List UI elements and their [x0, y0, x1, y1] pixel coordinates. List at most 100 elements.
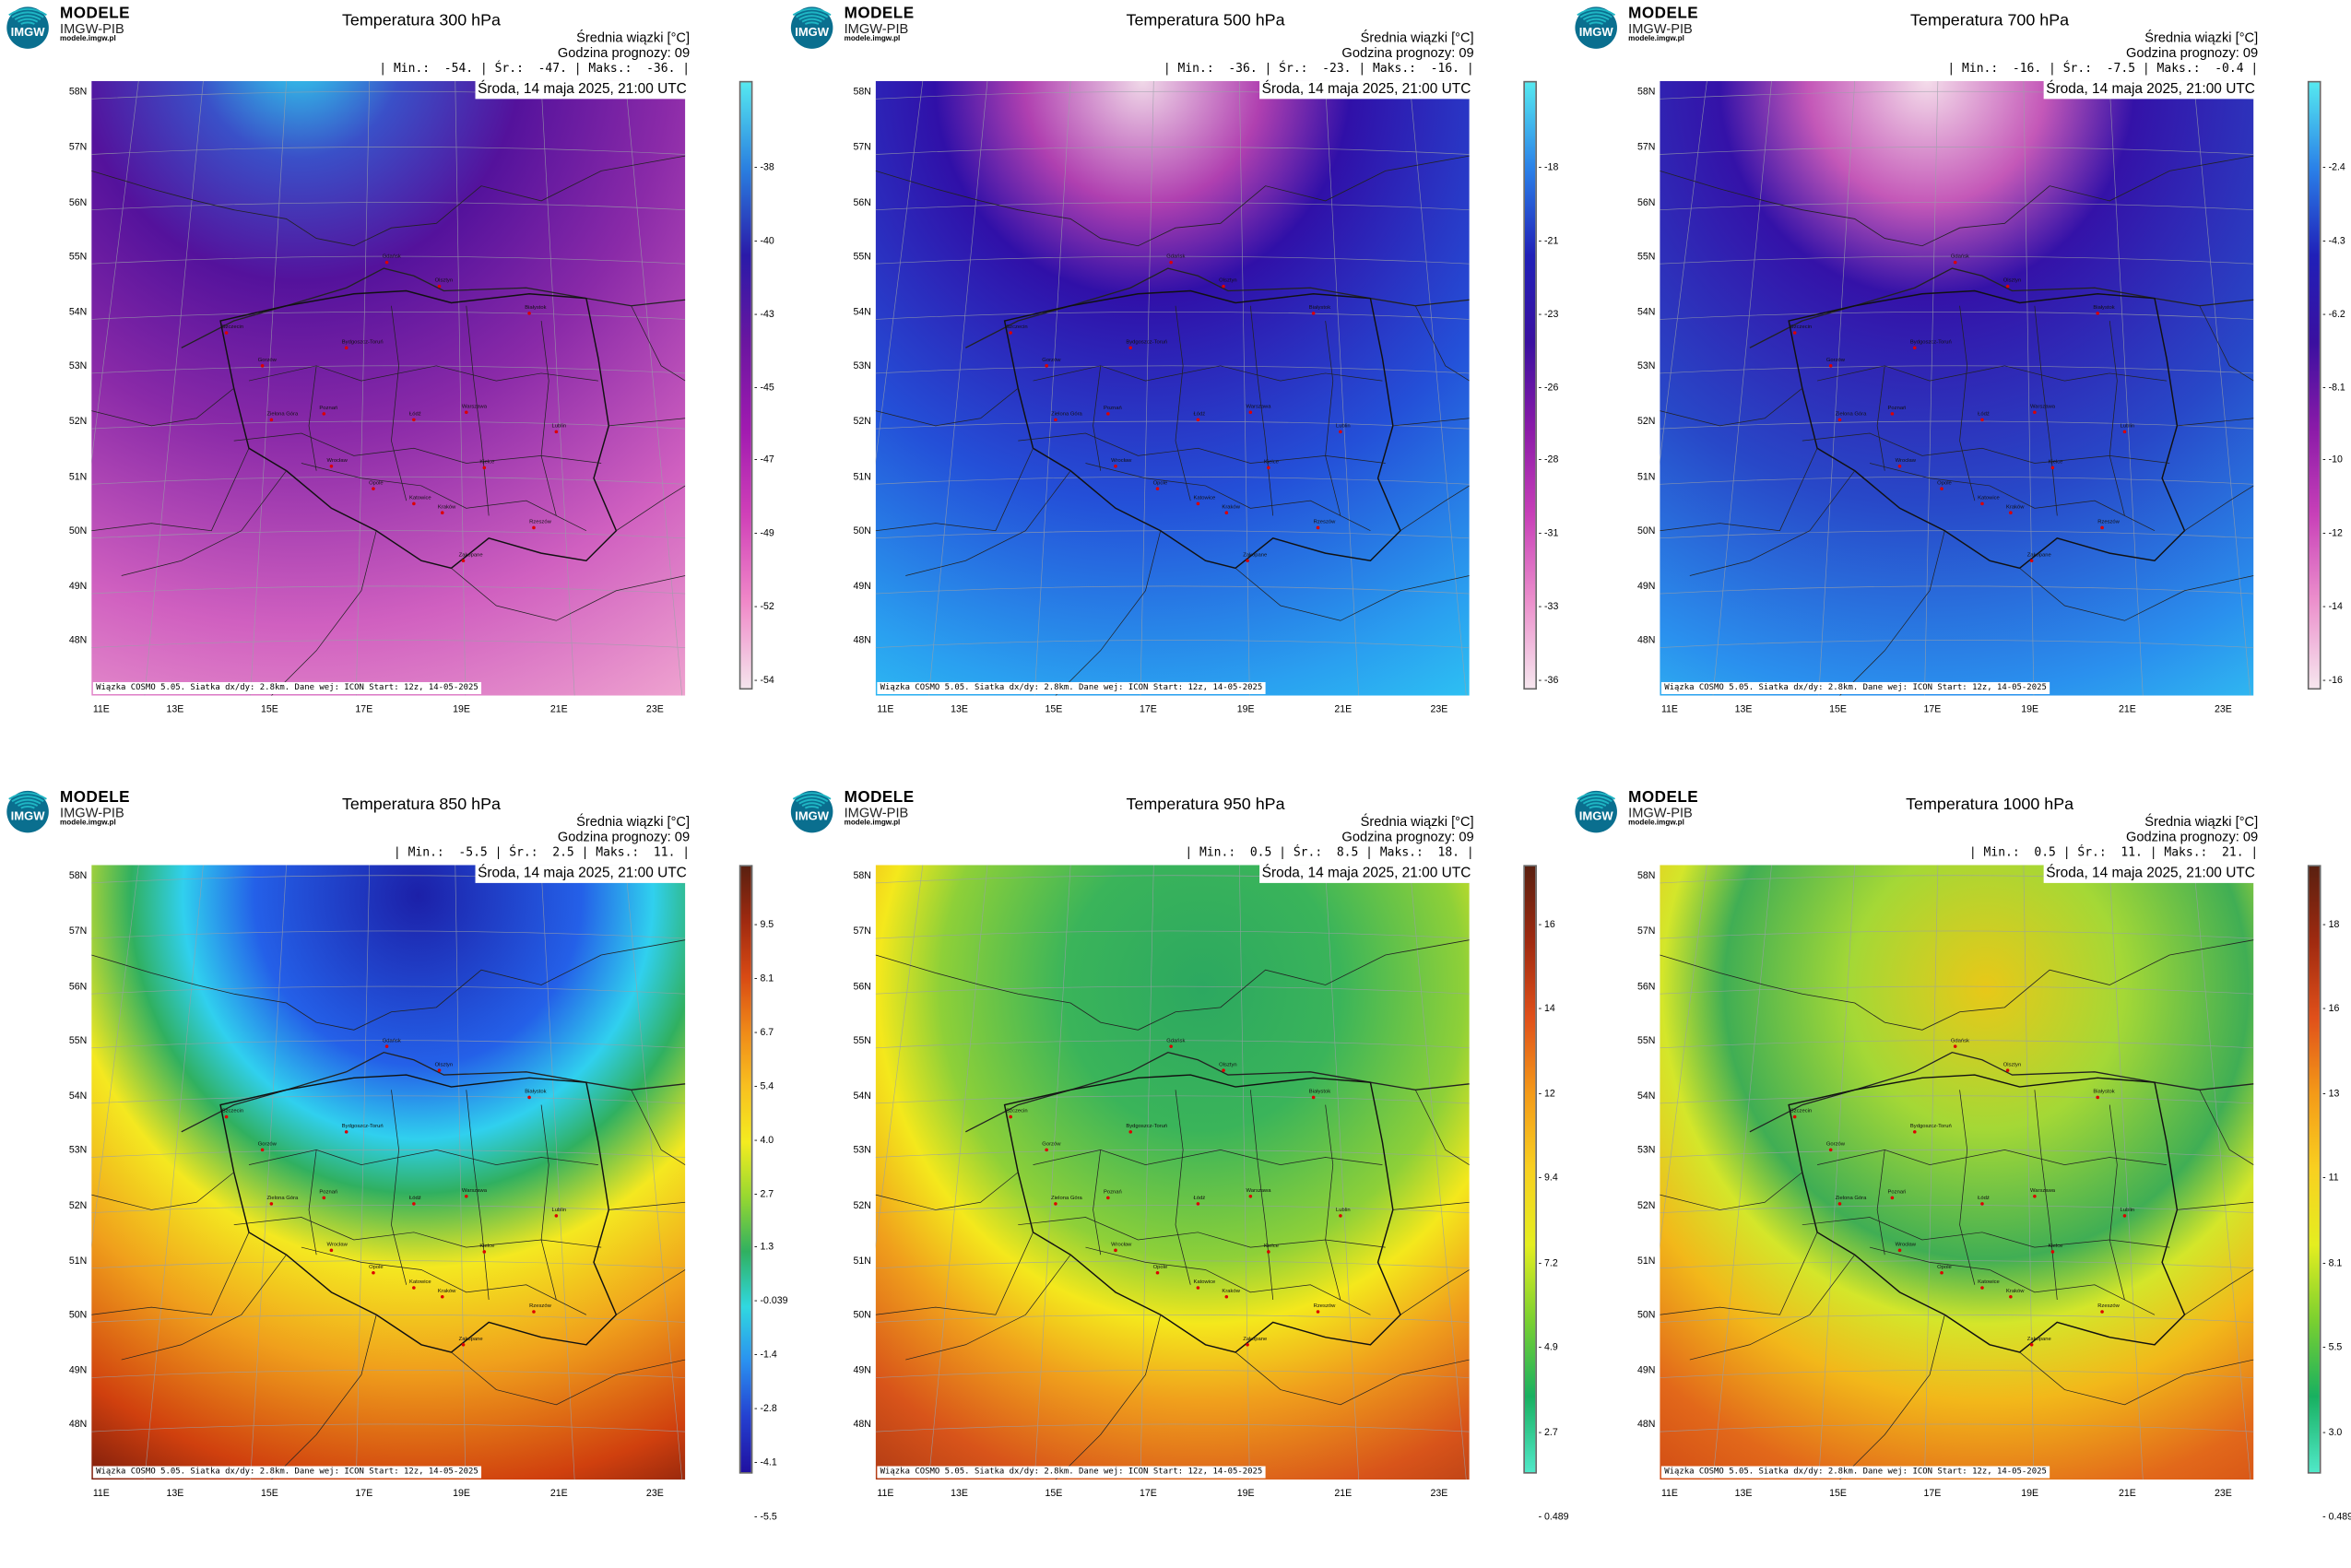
latitude-labels: 58N 57N 56N 55N 54N 53N 52N 51N 50N 49N 48N — [60, 865, 90, 1480]
colorbar-ticks: - -2.4 - -4.3 - -6.2 - -8.1 - -10 - -12 - -14 -… — [2322, 81, 2351, 687]
city-label: Gdańsk — [1951, 1038, 1969, 1043]
city-dot — [1897, 464, 1902, 468]
city-dot — [2122, 1214, 2127, 1218]
latitude-label: 50N — [68, 525, 88, 537]
model-info-footer: Wiązka COSMO 5.05. Siatka dx/dy: 2.8km. … — [877, 1466, 1266, 1479]
brand-institute: IMGW-PIB — [60, 805, 124, 820]
colorbar-tick-label: - -18 — [1538, 162, 1559, 173]
city-dot — [412, 418, 416, 422]
voivodeship-borders — [1802, 305, 2170, 532]
colorbar-tick-label: - 2.7 — [1538, 1427, 1558, 1438]
city-dot — [1980, 1286, 1984, 1290]
imgw-logo-icon: IMGW — [790, 790, 833, 833]
temperature-map: Gdańsk Olsztyn Białystok Szczecin Bydgoszcz-… — [91, 865, 691, 1480]
colorbar-tick-label: - -6.2 — [2322, 309, 2345, 320]
city-markers: Gdańsk Olsztyn Białystok Szczecin Bydgoszcz-… — [222, 254, 566, 563]
city-dot — [1339, 1214, 1342, 1218]
colorbar-tick-label: - -49 — [754, 528, 774, 540]
latitude-label: 52N — [1637, 1200, 1656, 1212]
poland-border — [219, 1074, 618, 1353]
colorbar-ticks: - 16 - 14 - 12 - 9.4 - 7.2 - 4.9 - 2.7 - 0.489 — [1538, 865, 1569, 1523]
country-borders — [875, 305, 1470, 696]
city-label: Poznań — [319, 406, 337, 411]
city-dot — [461, 559, 466, 563]
city-dot — [1155, 487, 1160, 490]
city-label: Szczecin — [1790, 324, 1812, 330]
poland-border — [1788, 1074, 2186, 1353]
city-dot — [2029, 559, 2034, 563]
city-label: Zielona Góra — [1836, 1196, 1868, 1201]
forecast-hour: Godzina prognozy: 09 — [557, 44, 691, 61]
baltic-coastline — [1749, 1051, 2254, 1133]
city-dot — [1953, 1044, 1957, 1048]
city-dot — [1890, 412, 1895, 416]
longitude-label: 15E — [260, 1488, 278, 1500]
colorbar-tick-label: - 4.0 — [754, 1135, 774, 1146]
baltic-coastline — [181, 267, 686, 348]
colorbar-tick-label: - 9.4 — [1538, 1173, 1558, 1185]
city-label: Łódź — [409, 1196, 421, 1201]
latitude-label: 55N — [1637, 1035, 1656, 1047]
brand-url: modele.imgw.pl — [60, 35, 116, 44]
city-dot — [464, 410, 468, 415]
city-label: Kraków — [1222, 1289, 1240, 1294]
colorbar-tick-label: - 5.4 — [754, 1080, 774, 1092]
brand-block: MODELE IMGW-PIB modele.imgw.pl — [1628, 6, 1698, 45]
city-label: Opole — [1937, 1265, 1952, 1270]
imgw-logo-icon: IMGW — [790, 6, 833, 49]
city-label: Kraków — [1222, 504, 1240, 510]
city-label: Opole — [369, 480, 384, 486]
brand-institute: IMGW-PIB — [844, 805, 909, 820]
latitude-label: 56N — [68, 197, 88, 209]
longitude-label: 11E — [877, 1488, 894, 1500]
city-label: Olsztyn — [2003, 278, 2021, 284]
city-dot — [1224, 1294, 1229, 1299]
panel-title: Temperatura 1000 hPa — [1906, 796, 2074, 815]
city-dot — [1128, 346, 1133, 350]
city-dot — [1940, 1270, 1943, 1275]
colorbar-tick-label: - 6.7 — [754, 1027, 774, 1038]
colorbar-tick-label: - 0.489 — [2322, 1512, 2351, 1523]
info-block: Średnia wiązki [°C] Godzina prognozy: 09 — [1341, 814, 1473, 844]
country-borders — [1660, 305, 2254, 696]
latitude-labels: 58N 57N 56N 55N 54N 53N 52N 51N 50N 49N 48N — [1628, 865, 1659, 1480]
model-info-footer: Wiązka COSMO 5.05. Siatka dx/dy: 2.8km. … — [877, 681, 1266, 694]
forecast-hour: Godzina prognozy: 09 — [557, 829, 691, 844]
city-dot — [2005, 284, 2010, 289]
logo-lettering: IMGW — [795, 25, 830, 39]
city-label: Gorzów — [1826, 358, 1846, 363]
panel-title: Temperatura 950 hPa — [1126, 796, 1285, 815]
colorbar-tick-label: - 1.3 — [754, 1243, 774, 1254]
longitude-label: 23E — [2215, 1488, 2232, 1500]
longitude-label: 19E — [2021, 704, 2039, 715]
city-dot — [1267, 466, 1270, 470]
brand-block: MODELE IMGW-PIB modele.imgw.pl — [1628, 789, 1698, 829]
city-dot — [260, 1148, 265, 1152]
city-label: Gorzów — [258, 1141, 278, 1147]
latitude-label: 52N — [853, 417, 871, 428]
longitude-label: 13E — [166, 1488, 184, 1500]
temperature-field — [91, 80, 686, 696]
longitude-label: 19E — [453, 704, 470, 715]
latitude-label: 51N — [1637, 1256, 1656, 1267]
latitude-label: 57N — [68, 926, 88, 937]
longitude-label: 17E — [1139, 704, 1157, 715]
latitude-label: 55N — [1637, 252, 1656, 263]
city-label: Wrocław — [1111, 1242, 1132, 1247]
latitude-label: 49N — [68, 1365, 88, 1376]
city-dot — [329, 1248, 334, 1253]
latitude-label: 57N — [68, 142, 88, 153]
longitude-labels: 11E 13E 15E 17E 19E 21E 23E — [876, 1489, 1470, 1503]
longitude-label: 17E — [1923, 704, 1942, 715]
city-dot — [1940, 487, 1943, 490]
latitude-label: 56N — [853, 197, 871, 209]
city-label: Białystok — [525, 305, 546, 311]
valid-time-label: Środa, 14 maja 2025, 21:00 UTC — [1258, 80, 1474, 100]
city-label: Katowice — [409, 1279, 431, 1285]
colorbar-tick-label: - -38 — [754, 162, 774, 173]
graticule — [91, 80, 686, 696]
latitude-label: 51N — [853, 472, 871, 483]
country-borders — [875, 1090, 1470, 1480]
longitude-label: 15E — [1829, 704, 1847, 715]
city-label: Poznań — [319, 1190, 337, 1196]
